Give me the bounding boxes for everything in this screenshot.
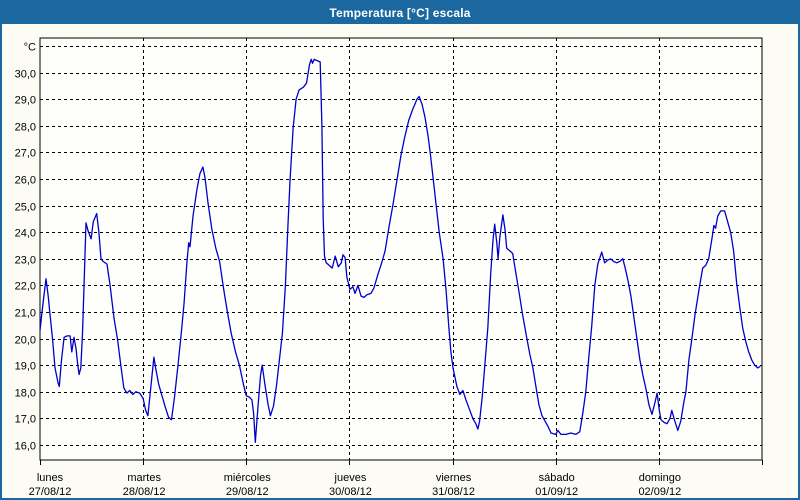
y-axis-label: 23,0 [15, 255, 36, 267]
y-axis-label: 25,0 [15, 202, 36, 214]
temperature-chart: °C 30,0 29,0 28,0 27,0 26,0 25,0 24,0 23,0 22,0 21… [15, 37, 763, 498]
y-axis-label: 30,0 [15, 69, 36, 81]
day-date-label: 01/09/12 [535, 486, 578, 498]
window-titlebar: Temperatura [°C] escala [2, 2, 798, 24]
day-name-label: lunes [37, 472, 64, 484]
day-date-label: 28/08/12 [123, 486, 166, 498]
y-axis-label: °C [24, 42, 36, 54]
y-axis-label: 24,0 [15, 228, 36, 240]
day-date-label: 29/08/12 [226, 486, 269, 498]
day-name-label: sábado [539, 472, 575, 484]
plot-frame [39, 37, 763, 461]
day-name-label: jueves [334, 472, 367, 484]
temperature-series-line [39, 58, 761, 443]
y-axis-label: 22,0 [15, 281, 36, 293]
y-axis-label: 19,0 [15, 361, 36, 373]
day-date-label: 27/08/12 [29, 486, 72, 498]
y-axis-label: 28,0 [15, 122, 36, 134]
day-name-label: martes [127, 472, 161, 484]
day-date-label: 31/08/12 [432, 486, 475, 498]
y-axis-label: 16,0 [15, 441, 36, 453]
day-date-label: 30/08/12 [329, 486, 372, 498]
y-axis-label: 20,0 [15, 335, 36, 347]
plot-background [40, 38, 762, 460]
chart-area: °C 30,0 29,0 28,0 27,0 26,0 25,0 24,0 23,0 22,0 21… [2, 24, 798, 498]
day-name-label: domingo [639, 472, 681, 484]
y-axis-label: 26,0 [15, 175, 36, 187]
y-axis-label: 29,0 [15, 95, 36, 107]
window-title: Temperatura [°C] escala [329, 6, 471, 20]
day-name-label: miércoles [224, 472, 272, 484]
y-axis-label: 17,0 [15, 414, 36, 426]
day-date-label: 02/09/12 [638, 486, 681, 498]
day-name-label: viernes [436, 472, 472, 484]
y-axis-label: 21,0 [15, 308, 36, 320]
y-axis-label: 27,0 [15, 148, 36, 160]
y-axis-label: 18,0 [15, 388, 36, 400]
